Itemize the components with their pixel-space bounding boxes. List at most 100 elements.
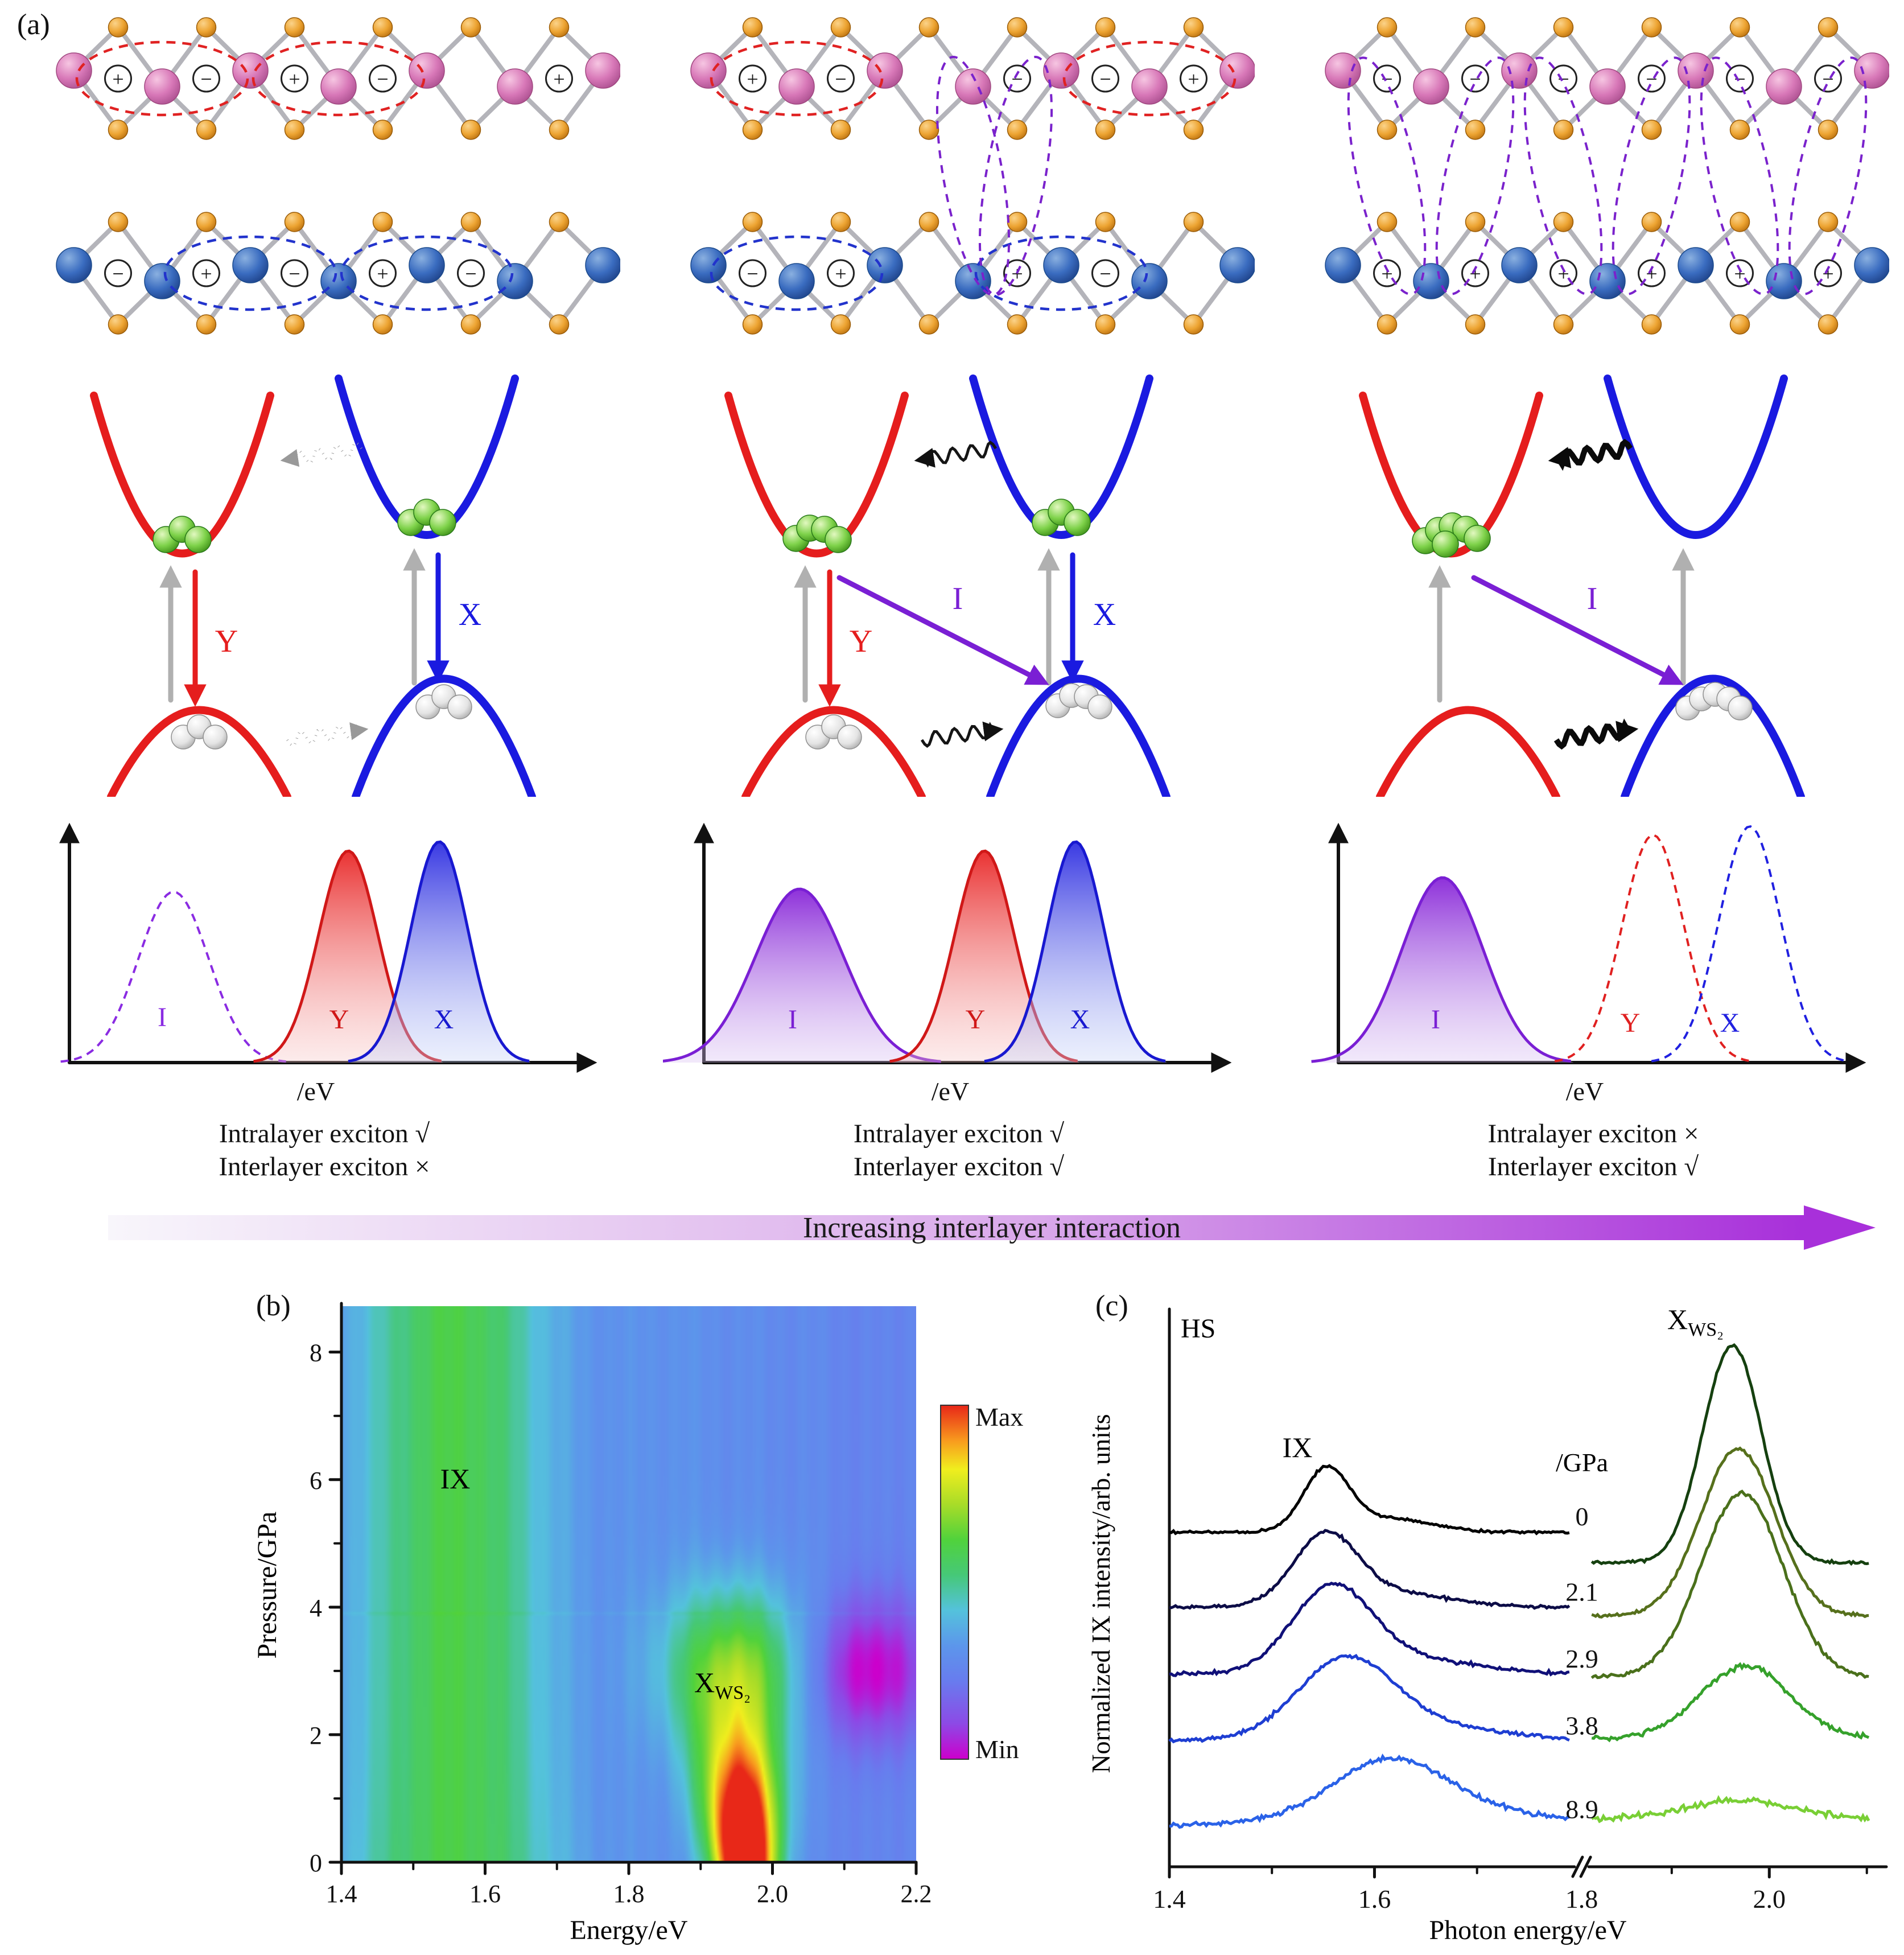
- blue-valence-band: [1621, 674, 1805, 797]
- chalcogen-atoms: [108, 17, 570, 140]
- svg-text:1.8: 1.8: [1565, 1884, 1598, 1913]
- intralayer-exciton-ellipses: [710, 235, 1148, 311]
- hole-transfer-wavy-arrow: [920, 721, 1004, 748]
- svg-text:1.4: 1.4: [1153, 1884, 1186, 1913]
- crystal-layer: + − − − +: [690, 17, 1255, 140]
- svg-text:1.8: 1.8: [613, 1880, 645, 1908]
- electron: [429, 509, 456, 536]
- charge-symbols: − + + −: [739, 259, 1119, 287]
- svg-text:−: −: [465, 262, 476, 285]
- crystal-layer: − + − + −: [56, 212, 620, 335]
- panel-b-label: (b): [256, 1290, 291, 1322]
- crystal-layer: + + + + + +: [1325, 212, 1889, 335]
- band-diagram: YX: [90, 374, 536, 797]
- ix-spectrum-curve: [1169, 1582, 1570, 1677]
- caption-interlayer: Interlayer exciton √: [1487, 1152, 1699, 1182]
- svg-text:+: +: [1469, 262, 1481, 285]
- blue-conduction-band: [969, 374, 1153, 539]
- svg-text:−: −: [1646, 68, 1657, 90]
- metal-atoms: [56, 52, 620, 105]
- xws2-spectrum-curve: [1590, 1795, 1870, 1824]
- svg-text:+: +: [1381, 262, 1392, 285]
- carriers: [1412, 512, 1753, 721]
- column-captions: Intralayer exciton × Interlayer exciton …: [1297, 1118, 1889, 1182]
- caption-interlayer: Interlayer exciton ×: [219, 1152, 430, 1182]
- caption-intralayer: Intralayer exciton ×: [1487, 1119, 1699, 1149]
- electron: [1064, 509, 1091, 536]
- svg-text:/eV: /eV: [932, 1077, 969, 1106]
- electron: [184, 526, 212, 553]
- svg-text:/eV: /eV: [297, 1077, 335, 1106]
- electron: [1464, 525, 1491, 552]
- electron: [1432, 530, 1459, 558]
- svg-text:−: −: [112, 262, 123, 285]
- blue-conduction-band: [1604, 374, 1788, 539]
- svg-text:+: +: [1188, 68, 1199, 90]
- svg-text:+: +: [289, 68, 300, 90]
- hole-transfer-wavy-arrow: [286, 722, 369, 748]
- ix-spectrum-curve: [1169, 1529, 1571, 1610]
- svg-text:+: +: [1646, 262, 1657, 285]
- xws2-annotation: XWS₂: [694, 1666, 751, 1703]
- red-valence-band: [1376, 706, 1560, 797]
- hole: [203, 725, 228, 750]
- hole: [447, 694, 472, 719]
- red-valence-band: [741, 706, 926, 797]
- svg-text:−: −: [200, 68, 212, 90]
- spectrum-sketch: I Y X/eV: [663, 822, 1232, 1106]
- energy-axis-label: Energy/eV: [570, 1915, 687, 1945]
- svg-text:1.4: 1.4: [326, 1880, 357, 1908]
- metal-atoms: [690, 247, 1255, 299]
- colorbar-min-label: Min: [975, 1735, 1019, 1764]
- hole: [1087, 694, 1112, 719]
- ix-spectrum-curve: [1168, 1653, 1570, 1744]
- colorbar: [940, 1405, 969, 1760]
- svg-text:Y: Y: [329, 1005, 349, 1035]
- exciton-peak-out: [663, 887, 941, 1063]
- transition-arrows: I: [1428, 548, 1695, 703]
- charge-symbols: − + − + −: [104, 259, 485, 287]
- svg-text:0: 0: [310, 1849, 322, 1877]
- band-diagram: I: [1359, 374, 1805, 797]
- hole: [1728, 695, 1753, 721]
- hole: [837, 725, 862, 750]
- exciton-peak: [348, 842, 530, 1063]
- svg-text:2.1: 2.1: [1565, 1578, 1598, 1607]
- chalcogen-atoms: [742, 17, 1204, 140]
- caption-intralayer: Intralayer exciton √: [853, 1119, 1065, 1149]
- photon-energy-axis-label: Photon energy/eV: [1429, 1915, 1626, 1945]
- gradient-arrow-shape: [108, 1205, 1876, 1250]
- transition-arrows: YX: [159, 548, 481, 707]
- phonon-scattering-arrows: [1548, 439, 1639, 750]
- heatmap-axes: Pressure/GPa Energy/eV IX XWS₂ 0 2 4 6 8 1.4 1…: [252, 1302, 932, 1945]
- intensity-axis-label: Normalized IX intensity/arb. units: [1086, 1414, 1115, 1773]
- blue-conduction-band: [335, 374, 519, 539]
- electron-transfer-wavy-arrow: [914, 441, 998, 468]
- exciton-peak-dashed: [60, 890, 286, 1063]
- crystal-layer: − − − − − −: [1325, 17, 1889, 140]
- interlayer-exciton-ellipses: [935, 56, 1053, 296]
- interlayer-exciton-I-arrow: [1471, 575, 1684, 685]
- xws2-spectrum-curve: [1590, 1343, 1869, 1566]
- pressure-axis-label: Pressure/GPa: [252, 1512, 282, 1659]
- interlayer-interaction-arrow: Increasing interlayer interaction: [108, 1205, 1876, 1250]
- svg-text:Y: Y: [850, 624, 872, 659]
- svg-text:−: −: [377, 68, 388, 90]
- heatmap-panel: (b) Pressure/GPa Energy/eV IX XWS₂ 0 2 4 6 8…: [245, 1283, 1023, 1955]
- interlayer-exciton-I-arrow: [836, 575, 1049, 685]
- crystal-structure-diagram: + − − − + − + + −: [690, 17, 1255, 335]
- axis-break: [1571, 1855, 1584, 1878]
- svg-text:−: −: [1734, 68, 1745, 90]
- svg-text:−: −: [1557, 68, 1569, 90]
- svg-text:−: −: [1822, 68, 1833, 90]
- svg-text:X: X: [459, 597, 481, 632]
- exciton-peak: [984, 842, 1167, 1063]
- carriers: [153, 499, 472, 750]
- svg-text:−: −: [747, 262, 758, 285]
- crystal-structure-diagram: − − − − − − + + + + + +: [1325, 17, 1889, 335]
- svg-text:X: X: [1720, 1008, 1740, 1038]
- chalcogen-atoms: [1377, 17, 1839, 140]
- axis-break: [1579, 1855, 1592, 1878]
- exciton-peak-dashed: [1651, 825, 1847, 1063]
